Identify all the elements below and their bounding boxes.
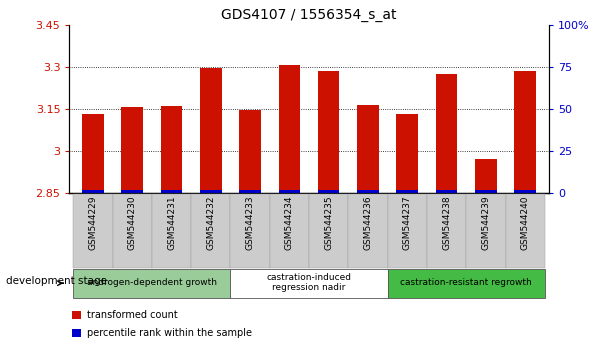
Bar (113, 194, 152, 268)
Bar (396, 114, 418, 193)
Text: GSM544229: GSM544229 (89, 195, 98, 250)
Text: androgen-dependent growth: androgen-dependent growth (87, 278, 217, 287)
Text: GSM544233: GSM544233 (245, 195, 254, 250)
Bar (466, 194, 505, 268)
Bar (72, 329, 81, 337)
Bar (388, 194, 427, 268)
Bar (357, 190, 379, 193)
Bar (318, 71, 339, 193)
Bar (161, 190, 182, 193)
Text: percentile rank within the sample: percentile rank within the sample (87, 328, 251, 338)
FancyBboxPatch shape (388, 269, 545, 297)
Text: GSM544234: GSM544234 (285, 195, 294, 250)
Bar (475, 159, 497, 193)
Text: GSM544230: GSM544230 (128, 195, 137, 250)
Bar (309, 194, 349, 268)
Bar (200, 190, 222, 193)
Bar (239, 190, 261, 193)
Text: GSM544239: GSM544239 (481, 195, 490, 250)
Text: GSM544232: GSM544232 (206, 195, 215, 250)
Bar (121, 108, 143, 193)
Bar (161, 106, 182, 193)
Bar (436, 190, 457, 193)
Bar (396, 190, 418, 193)
Bar (318, 190, 339, 193)
Text: castration-induced
regression nadir: castration-induced regression nadir (267, 273, 352, 292)
Text: GSM544240: GSM544240 (520, 195, 529, 250)
Text: GSM544238: GSM544238 (442, 195, 451, 250)
Bar (82, 190, 104, 193)
Bar (72, 311, 81, 319)
Bar (514, 190, 536, 193)
Bar (505, 194, 545, 268)
Bar (121, 190, 143, 193)
Text: GSM544237: GSM544237 (403, 195, 412, 250)
Bar (279, 190, 300, 193)
Bar (427, 194, 466, 268)
Bar (230, 194, 270, 268)
Text: transformed count: transformed count (87, 310, 177, 320)
Text: GSM544235: GSM544235 (324, 195, 333, 250)
Bar (200, 68, 222, 193)
Text: GSM544231: GSM544231 (167, 195, 176, 250)
Title: GDS4107 / 1556354_s_at: GDS4107 / 1556354_s_at (221, 8, 397, 22)
Bar (349, 194, 388, 268)
Bar (279, 65, 300, 193)
FancyBboxPatch shape (74, 269, 230, 297)
Bar (191, 194, 230, 268)
Bar (475, 190, 497, 193)
Bar (239, 110, 261, 193)
Bar (270, 194, 309, 268)
Text: development stage: development stage (6, 276, 107, 286)
Bar (152, 194, 191, 268)
Bar (436, 74, 457, 193)
Bar (82, 114, 104, 193)
Text: GSM544236: GSM544236 (364, 195, 373, 250)
Bar (357, 105, 379, 193)
Bar (514, 71, 536, 193)
FancyBboxPatch shape (230, 269, 388, 297)
Text: castration-resistant regrowth: castration-resistant regrowth (400, 278, 532, 287)
Bar (74, 194, 113, 268)
